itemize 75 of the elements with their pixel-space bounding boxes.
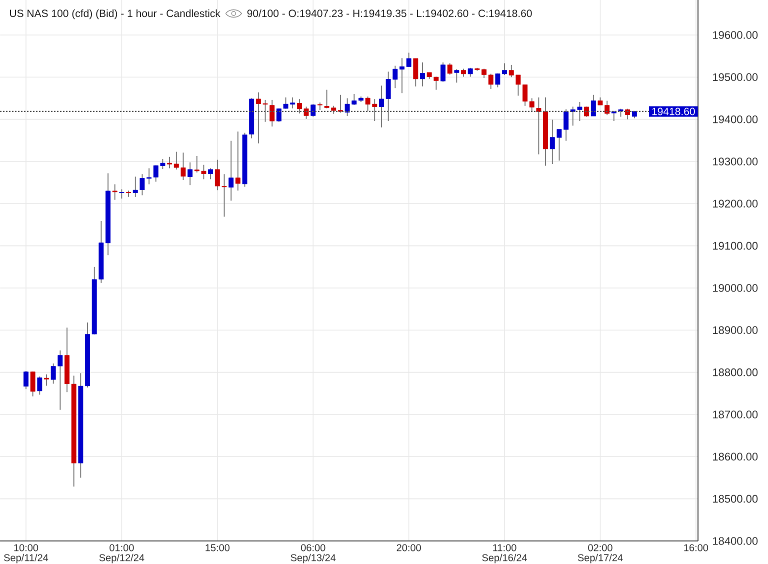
candlestick — [378, 85, 384, 128]
candlestick — [167, 156, 172, 169]
text: 90/100 - O:19407.23 - H:19419.35 - L:19402.60 - C:19418.60 — [247, 9, 532, 18]
candlestick — [214, 159, 220, 191]
candlestick — [174, 151, 179, 170]
text: US NAS 100 (cfd) (Bid) - 1 hour - Candlestick — [10, 9, 220, 20]
candlestick — [276, 108, 282, 122]
y-tick-label: 19600.00 — [713, 31, 758, 39]
candlestick — [454, 68, 460, 84]
y-tick-label: 18700.00 — [713, 410, 758, 418]
candlestick — [502, 62, 508, 76]
y-tick-label: 18800.00 — [713, 368, 758, 376]
candlestick — [228, 140, 234, 202]
candlestick — [30, 371, 36, 397]
candlestick — [447, 62, 452, 76]
candlestick — [488, 73, 494, 90]
y-tick-label: 18400.00 — [713, 537, 758, 545]
candlestick — [495, 72, 500, 88]
candlestick — [434, 76, 439, 90]
candlestick — [529, 98, 534, 112]
candlestick — [413, 58, 418, 87]
candlestick — [536, 96, 542, 155]
candlestick — [324, 89, 330, 109]
candlestick — [296, 98, 302, 114]
candlestick — [119, 188, 124, 200]
y-tick-label: 18500.00 — [713, 494, 758, 503]
candlestick — [126, 190, 132, 198]
candlestick — [400, 58, 404, 94]
x-tick-label: 16:00 — [684, 544, 708, 552]
x-tick-label: 01:00 Sep/12/24 — [99, 544, 144, 564]
candlestick — [37, 376, 42, 396]
x-tick-label: 20:00 — [396, 544, 421, 552]
y-tick-label: 19000.00 — [713, 284, 758, 292]
candlestick — [50, 363, 56, 384]
candlestick — [584, 106, 590, 118]
y-tick-label: 19500.00 — [713, 73, 758, 82]
candlestick — [140, 174, 145, 196]
x-tick-label: 11:00 Sep/16/24 — [482, 544, 528, 564]
candlestick — [188, 162, 193, 186]
candlestick — [270, 99, 275, 127]
candlestick — [180, 152, 186, 180]
candlestick — [24, 370, 28, 390]
candlestick — [58, 350, 63, 410]
candlestick — [208, 168, 214, 180]
candlestick — [577, 102, 582, 122]
candlestick — [304, 106, 309, 120]
y-tick-label: 19300.00 — [713, 158, 758, 166]
candlestick — [310, 104, 316, 118]
candlestick — [604, 100, 610, 116]
candlestick — [146, 168, 152, 185]
candlestick — [440, 62, 446, 82]
candlestick — [235, 131, 240, 192]
candlestick — [44, 374, 49, 386]
x-tick-label: 06:00 Sep/13/24 — [290, 544, 336, 564]
candlestick — [522, 84, 528, 106]
candlestick — [194, 156, 200, 173]
candlestick — [564, 108, 569, 142]
ref-line-label: 19418.60 — [652, 108, 695, 116]
candlestick — [482, 68, 487, 78]
x-tick-label: 10:00 Sep/11/24 — [4, 544, 48, 564]
candlestick — [590, 94, 596, 116]
y-tick-label: 19200.00 — [713, 200, 758, 208]
x-tick-label: 02:00 Sep/17/24 — [578, 544, 623, 564]
candlestick — [222, 174, 227, 218]
x-tick-label: 15:00 — [206, 544, 230, 552]
y-tick-label: 18600.00 — [713, 452, 758, 461]
candlestick — [420, 62, 425, 87]
y-tick-label: 18900.00 — [713, 326, 758, 334]
y-tick-label: 19100.00 — [713, 242, 758, 250]
candlestick — [338, 94, 343, 114]
candlestick — [132, 176, 138, 198]
y-tick-label: 19400.00 — [713, 115, 758, 124]
candlestick — [201, 164, 206, 180]
candlestick — [112, 184, 118, 200]
candlestick — [406, 52, 412, 68]
